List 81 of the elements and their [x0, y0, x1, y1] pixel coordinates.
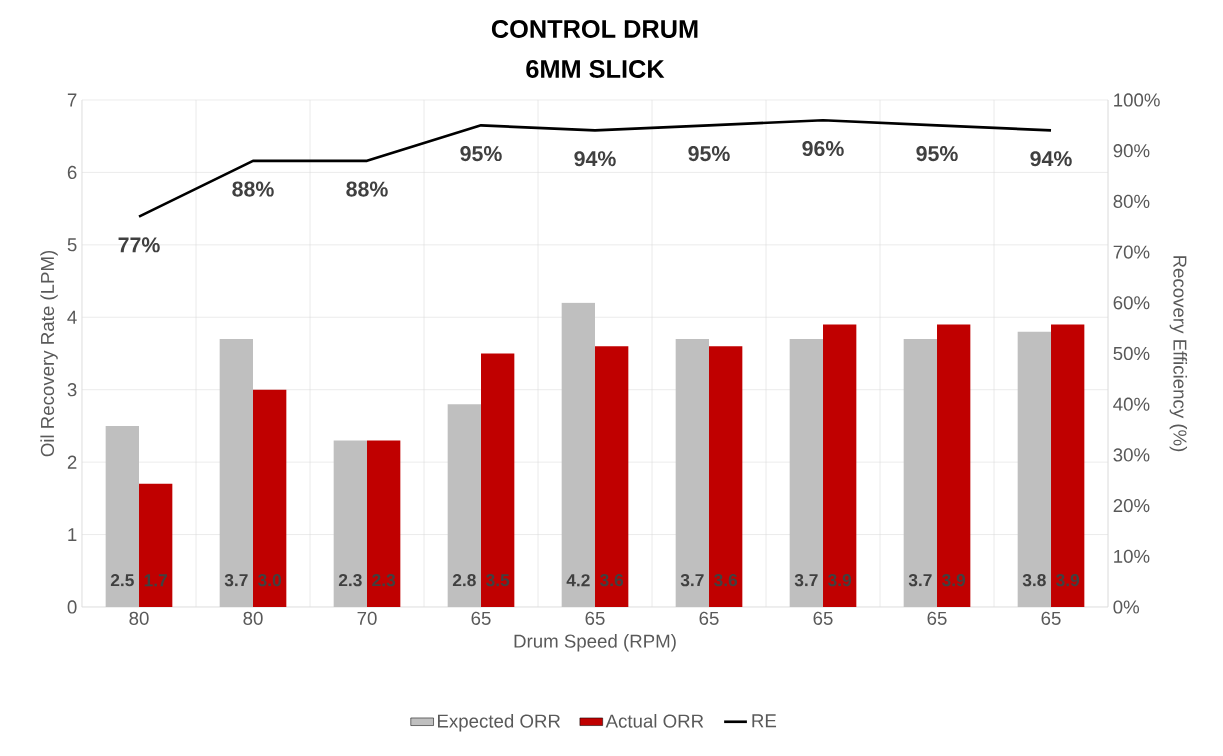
bar — [595, 346, 629, 607]
bar — [367, 440, 401, 607]
chart-title: CONTROL DRUM — [491, 20, 698, 38]
y-axis-title: Oil Recovery Rate (LPM) — [40, 250, 58, 457]
bar — [709, 346, 743, 607]
data-label: 2.8 — [452, 574, 476, 587]
bar — [789, 339, 824, 607]
y2-axis-title: Recovery Efficiency (%) — [1169, 256, 1188, 452]
x-axis-title: Drum Speed (RPM) — [514, 634, 676, 652]
legend-label: Actual ORR — [605, 713, 704, 728]
x-tick-label: 70 — [357, 611, 377, 625]
y2-tick-label: 100% — [1114, 93, 1160, 107]
bar — [675, 339, 710, 607]
bar — [481, 353, 515, 607]
data-label: 3.7 — [908, 573, 932, 587]
y2-tick-label: 30% — [1113, 448, 1150, 462]
x-tick-label: 65 — [699, 611, 719, 625]
data-label: 95% — [916, 146, 958, 162]
bar — [447, 404, 482, 607]
data-label: 95% — [460, 146, 502, 162]
y2-tick-label: 70% — [1113, 245, 1150, 259]
legend-label: RE — [752, 714, 777, 728]
y-tick-label: 6 — [67, 165, 77, 180]
data-label: 2.3 — [338, 573, 362, 587]
data-label: 95% — [688, 146, 730, 162]
data-label: 3.7 — [224, 573, 248, 587]
data-label: 3.7 — [794, 573, 818, 587]
y2-tick-label: 20% — [1113, 498, 1150, 513]
bar — [219, 339, 253, 607]
x-tick-label: 80 — [243, 611, 263, 625]
data-label: 3.7 — [680, 573, 704, 587]
chart-subtitle: 6MM SLICK — [526, 60, 665, 78]
y-tick-label: 3 — [67, 383, 77, 397]
data-label: 3.6 — [714, 573, 738, 587]
data-label: 3.9 — [1056, 573, 1080, 587]
data-label: 88% — [232, 181, 274, 197]
y-tick-label: 7 — [67, 93, 77, 107]
y-tick-label: 1 — [68, 528, 77, 541]
y2-tick-label: 80% — [1113, 194, 1150, 209]
bar — [937, 324, 971, 607]
y2-tick-label: 10% — [1114, 549, 1150, 563]
data-label: 3.0 — [258, 573, 282, 587]
bar — [333, 440, 367, 607]
x-tick-label: 65 — [1041, 611, 1061, 625]
bar — [823, 324, 857, 607]
x-tick-label: 65 — [471, 611, 491, 625]
data-label: 4.2 — [566, 574, 590, 587]
y2-tick-label: 40% — [1113, 397, 1150, 411]
legend-label: Expected ORR — [438, 713, 561, 732]
data-label: 3.9 — [942, 573, 966, 587]
x-tick-label: 65 — [585, 611, 605, 625]
data-label: 94% — [574, 151, 616, 167]
data-label: 2.3 — [372, 573, 396, 587]
x-tick-label: 65 — [927, 611, 947, 625]
data-label: 88% — [346, 181, 388, 197]
data-label: 3.9 — [828, 573, 852, 587]
data-label: 3.8 — [1022, 573, 1046, 587]
bar — [561, 302, 596, 607]
data-label: 94% — [1030, 151, 1072, 167]
bar — [139, 483, 173, 607]
data-label: 1.7 — [144, 574, 167, 587]
data-label: 2.5 — [110, 574, 134, 587]
bar — [1051, 324, 1085, 607]
y-tick-label: 0 — [67, 600, 77, 614]
data-label: 77% — [118, 237, 160, 253]
data-label: 3.6 — [600, 573, 624, 587]
y-tick-label: 4 — [67, 310, 77, 324]
bar — [105, 425, 139, 607]
bar — [1017, 331, 1052, 607]
y-tick-label: 2 — [67, 455, 77, 469]
y2-tick-label: 90% — [1113, 144, 1150, 158]
y2-tick-label: 50% — [1113, 346, 1150, 361]
y-tick-label: 5 — [67, 238, 77, 252]
bar — [253, 389, 287, 607]
y2-tick-label: 0% — [1113, 600, 1140, 614]
data-label: 3.5 — [486, 573, 510, 587]
bar — [903, 339, 938, 607]
data-label: 96% — [802, 140, 844, 157]
y2-tick-label: 60% — [1113, 296, 1150, 310]
x-tick-label: 80 — [129, 611, 149, 625]
x-tick-label: 65 — [813, 611, 833, 625]
